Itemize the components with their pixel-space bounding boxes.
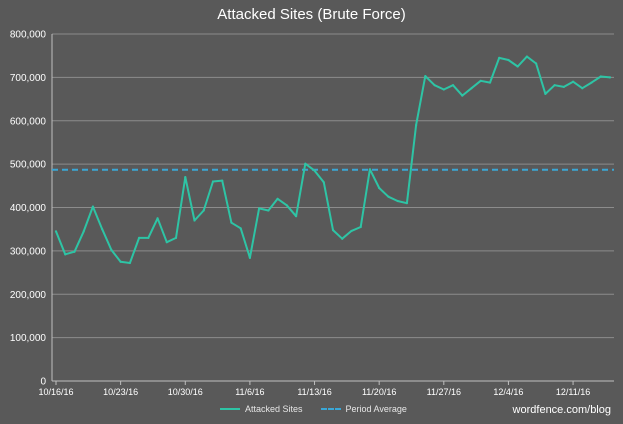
chart-title: Attacked Sites (Brute Force) [217,6,406,23]
y-tick-label: 500,000 [10,160,47,171]
y-tick-label: 200,000 [10,290,47,301]
attacked-sites-point [110,248,113,252]
axes [51,34,614,382]
attacked-sites-point [562,85,565,89]
attacked-sites-point [341,237,344,240]
attacked-sites-point [276,197,279,200]
attacked-sites-point [239,227,242,230]
attacked-sites-point [544,92,547,95]
y-tick-label: 300,000 [10,246,47,257]
attacked-sites-point [147,236,150,239]
attacked-sites-point [285,204,288,207]
attacked-sites-point [230,221,233,224]
attacked-sites-point [91,205,95,208]
attacked-sites-point [313,169,316,172]
attacked-sites-point [101,228,104,231]
x-tick-label: 12/4/16 [493,387,523,397]
attacked-sites-series [54,55,612,265]
legend-label-attacked-sites: Attacked Sites [245,404,303,414]
attacked-sites-point [193,219,196,222]
attacked-sites-point [156,217,159,220]
attacked-sites-point [571,80,575,83]
x-tick-label: 11/13/16 [297,387,331,397]
attacked-sites-point [581,87,584,90]
source-note: wordfence.com/blog [512,404,611,416]
attacked-sites-point [267,209,270,212]
attacked-sites-point [433,84,436,87]
attacked-sites-point [608,76,612,79]
attacked-sites-point [359,225,362,229]
attacked-sites-point [507,58,510,62]
x-tick-label: 11/6/16 [235,387,264,397]
attacked-sites-point [461,94,464,97]
attacked-sites-point [442,88,445,91]
attacked-sites-point [119,260,122,263]
attacked-sites-point [516,65,519,68]
attacked-sites-point [248,256,251,259]
attacked-sites-point [405,202,408,205]
attacked-sites-point [54,230,58,233]
x-tick-label: 11/27/16 [427,387,461,397]
attacked-sites-point [350,229,353,233]
attacked-sites-line [55,55,611,264]
attacked-sites-point [294,215,298,218]
attacked-sites-point [64,253,67,256]
attacked-sites-point [165,241,168,244]
attacked-sites-point [138,236,141,239]
legend-swatch-attacked-sites [220,408,240,410]
attacked-sites-point [174,236,178,239]
attacked-sites-point [590,81,593,84]
attacked-sites-point [184,176,187,179]
attacked-sites-point [599,75,602,78]
y-tick-label: 100,000 [10,333,47,344]
attacked-sites-point [221,179,224,182]
y-tick-labels: 0 100,000 200,000 300,000 400,000 500,000 600,… [10,30,47,388]
attacked-sites-point [525,55,529,58]
attacked-sites-point [378,186,381,190]
x-tick-label: 11/20/16 [362,387,396,397]
attacked-sites-point [553,84,556,87]
attacked-sites-point [304,162,307,165]
attacked-sites-point [488,81,492,84]
y-tick-label: 0 [40,377,46,388]
attacked-sites-point [535,62,538,65]
attacked-sites-point [387,195,390,198]
attacked-sites-point [202,209,205,212]
attacked-sites-point [498,56,501,59]
y-tick-label: 600,000 [10,116,47,127]
x-tick-label: 10/16/16 [38,387,73,397]
legend: Attacked Sites Period Average [220,404,407,414]
x-tick-label: 10/23/16 [103,387,138,397]
attacked-sites-point [73,250,76,253]
y-tick-label: 800,000 [10,30,47,41]
attacked-sites-point [331,228,335,232]
y-tick-label: 400,000 [10,203,47,214]
attacked-sites-point [128,261,131,265]
x-tick-label: 12/11/16 [556,387,590,397]
legend-swatch-period-average [320,408,341,410]
legend-label-period-average: Period Average [345,404,407,414]
attacked-sites-point [451,84,455,87]
attacked-sites-point [82,230,85,233]
gridlines [52,33,614,339]
attacked-sites-point [396,199,399,203]
legend-item-attacked-sites: Attacked Sites [220,404,303,414]
attacked-sites-point [415,123,418,127]
attacked-sites-point [424,74,427,78]
attacked-sites-point [368,168,372,171]
attacked-sites-point [479,79,482,82]
attacked-sites-point [211,180,215,183]
x-tick-label: 10/30/16 [168,387,203,397]
attacked-sites-point [470,87,473,90]
legend-item-period-average: Period Average [320,404,407,414]
attacked-sites-point [322,181,325,184]
y-tick-label: 700,000 [10,73,47,84]
x-tick-labels: 10/16/16 10/23/16 10/30/16 11/6/16 11/13/16 1… [38,381,590,397]
attacked-sites-point [258,207,261,210]
